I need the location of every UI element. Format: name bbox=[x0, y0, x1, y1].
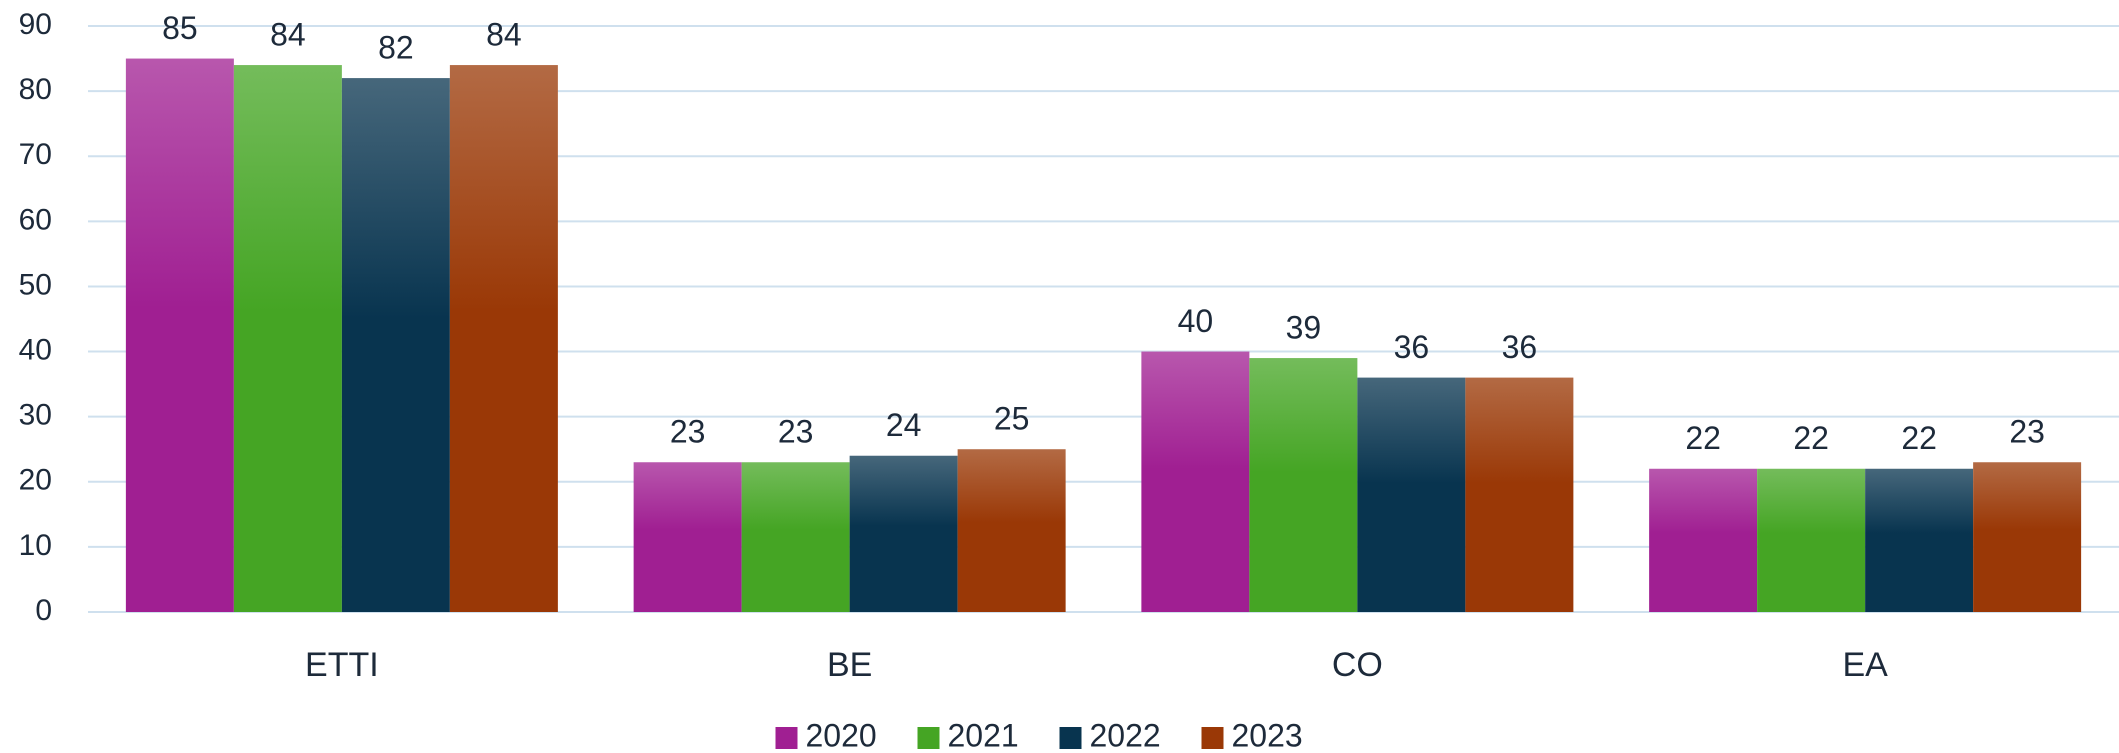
bar bbox=[1465, 377, 1574, 612]
legend-label: 2022 bbox=[1090, 717, 1161, 753]
bar bbox=[1141, 351, 1250, 612]
x-tick-label: CO bbox=[1332, 646, 1383, 684]
bar bbox=[741, 462, 850, 612]
data-label: 23 bbox=[2009, 414, 2045, 450]
data-label: 84 bbox=[270, 17, 306, 53]
legend-label: 2021 bbox=[948, 717, 1019, 753]
bar bbox=[957, 449, 1066, 612]
data-label: 22 bbox=[1685, 420, 1721, 456]
x-tick-label: BE bbox=[827, 646, 872, 684]
y-tick-label: 90 bbox=[19, 8, 52, 41]
bar bbox=[633, 462, 742, 612]
bar bbox=[849, 455, 958, 612]
bar bbox=[1357, 377, 1466, 612]
data-label: 23 bbox=[670, 414, 706, 450]
bar bbox=[1973, 462, 2082, 612]
data-label: 24 bbox=[886, 407, 922, 443]
data-label: 85 bbox=[162, 10, 198, 46]
legend-swatch bbox=[1059, 727, 1082, 749]
y-tick-label: 20 bbox=[19, 464, 52, 497]
y-tick-label: 50 bbox=[19, 268, 52, 301]
y-tick-label: 70 bbox=[19, 138, 52, 171]
data-label: 36 bbox=[1502, 329, 1538, 365]
data-label: 25 bbox=[994, 401, 1030, 437]
y-tick-label: 40 bbox=[19, 333, 52, 366]
bar bbox=[1865, 468, 1974, 612]
y-tick-label: 80 bbox=[19, 73, 52, 106]
data-label: 39 bbox=[1286, 310, 1322, 346]
data-label: 22 bbox=[1793, 420, 1829, 456]
bar bbox=[1757, 468, 1866, 612]
bar bbox=[1249, 358, 1358, 612]
data-label: 84 bbox=[486, 17, 522, 53]
bar bbox=[233, 65, 342, 613]
y-tick-label: 0 bbox=[35, 594, 52, 627]
bar bbox=[1649, 468, 1758, 612]
data-label: 36 bbox=[1394, 329, 1430, 365]
legend-label: 2023 bbox=[1232, 717, 1303, 753]
legend-label: 2020 bbox=[806, 717, 877, 753]
bar bbox=[341, 78, 450, 613]
bar bbox=[125, 58, 234, 613]
y-tick-label: 30 bbox=[19, 399, 52, 432]
legend-swatch bbox=[917, 727, 940, 749]
y-tick-label: 60 bbox=[19, 203, 52, 236]
data-label: 40 bbox=[1178, 303, 1214, 339]
data-label: 22 bbox=[1901, 420, 1937, 456]
x-tick-label: EA bbox=[1842, 646, 1888, 684]
y-tick-label: 10 bbox=[19, 529, 52, 562]
bar bbox=[449, 65, 558, 613]
x-tick-label: ETTI bbox=[305, 646, 379, 684]
legend-swatch bbox=[1201, 727, 1224, 749]
data-label: 82 bbox=[378, 30, 414, 66]
legend-swatch bbox=[775, 727, 798, 749]
data-label: 23 bbox=[778, 414, 814, 450]
